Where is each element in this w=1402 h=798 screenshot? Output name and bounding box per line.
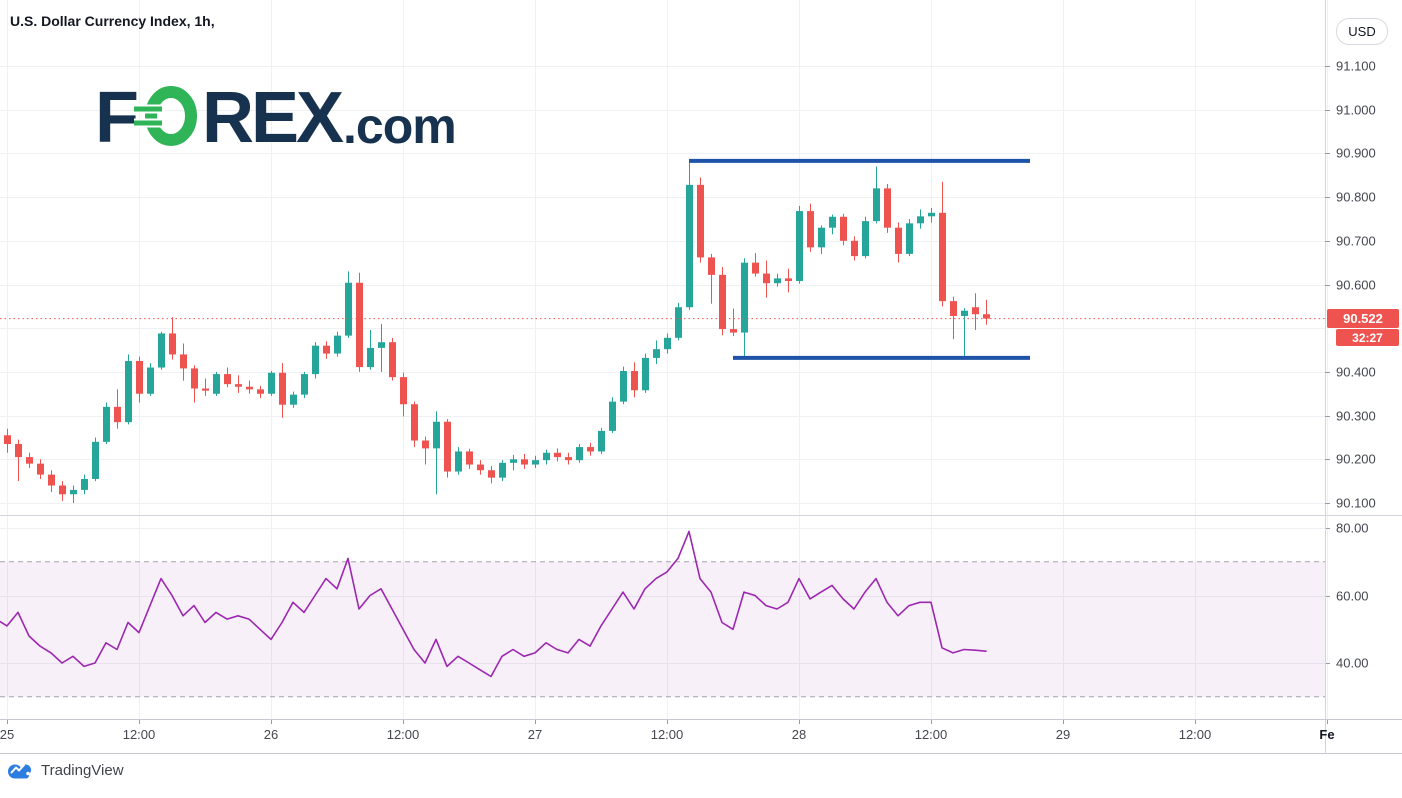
currency-toggle-button[interactable]: USD xyxy=(1336,18,1388,45)
forex-o-icon xyxy=(133,86,197,146)
watermark-letters-rex: REX xyxy=(201,77,344,158)
symbol-title: U.S. Dollar Currency Index, 1h, xyxy=(10,13,215,29)
tradingview-attribution[interactable]: TradingView xyxy=(8,762,124,779)
forex-com-watermark: F REX .com xyxy=(95,77,457,158)
tradingview-label: TradingView xyxy=(41,762,124,779)
tradingview-logo-icon xyxy=(8,764,31,779)
last-price-badge: 90.522 xyxy=(1327,309,1399,329)
watermark-letter-f: F xyxy=(95,77,139,158)
watermark-dot-com: .com xyxy=(343,98,457,154)
candle-countdown-badge: 32:27 xyxy=(1336,329,1399,347)
